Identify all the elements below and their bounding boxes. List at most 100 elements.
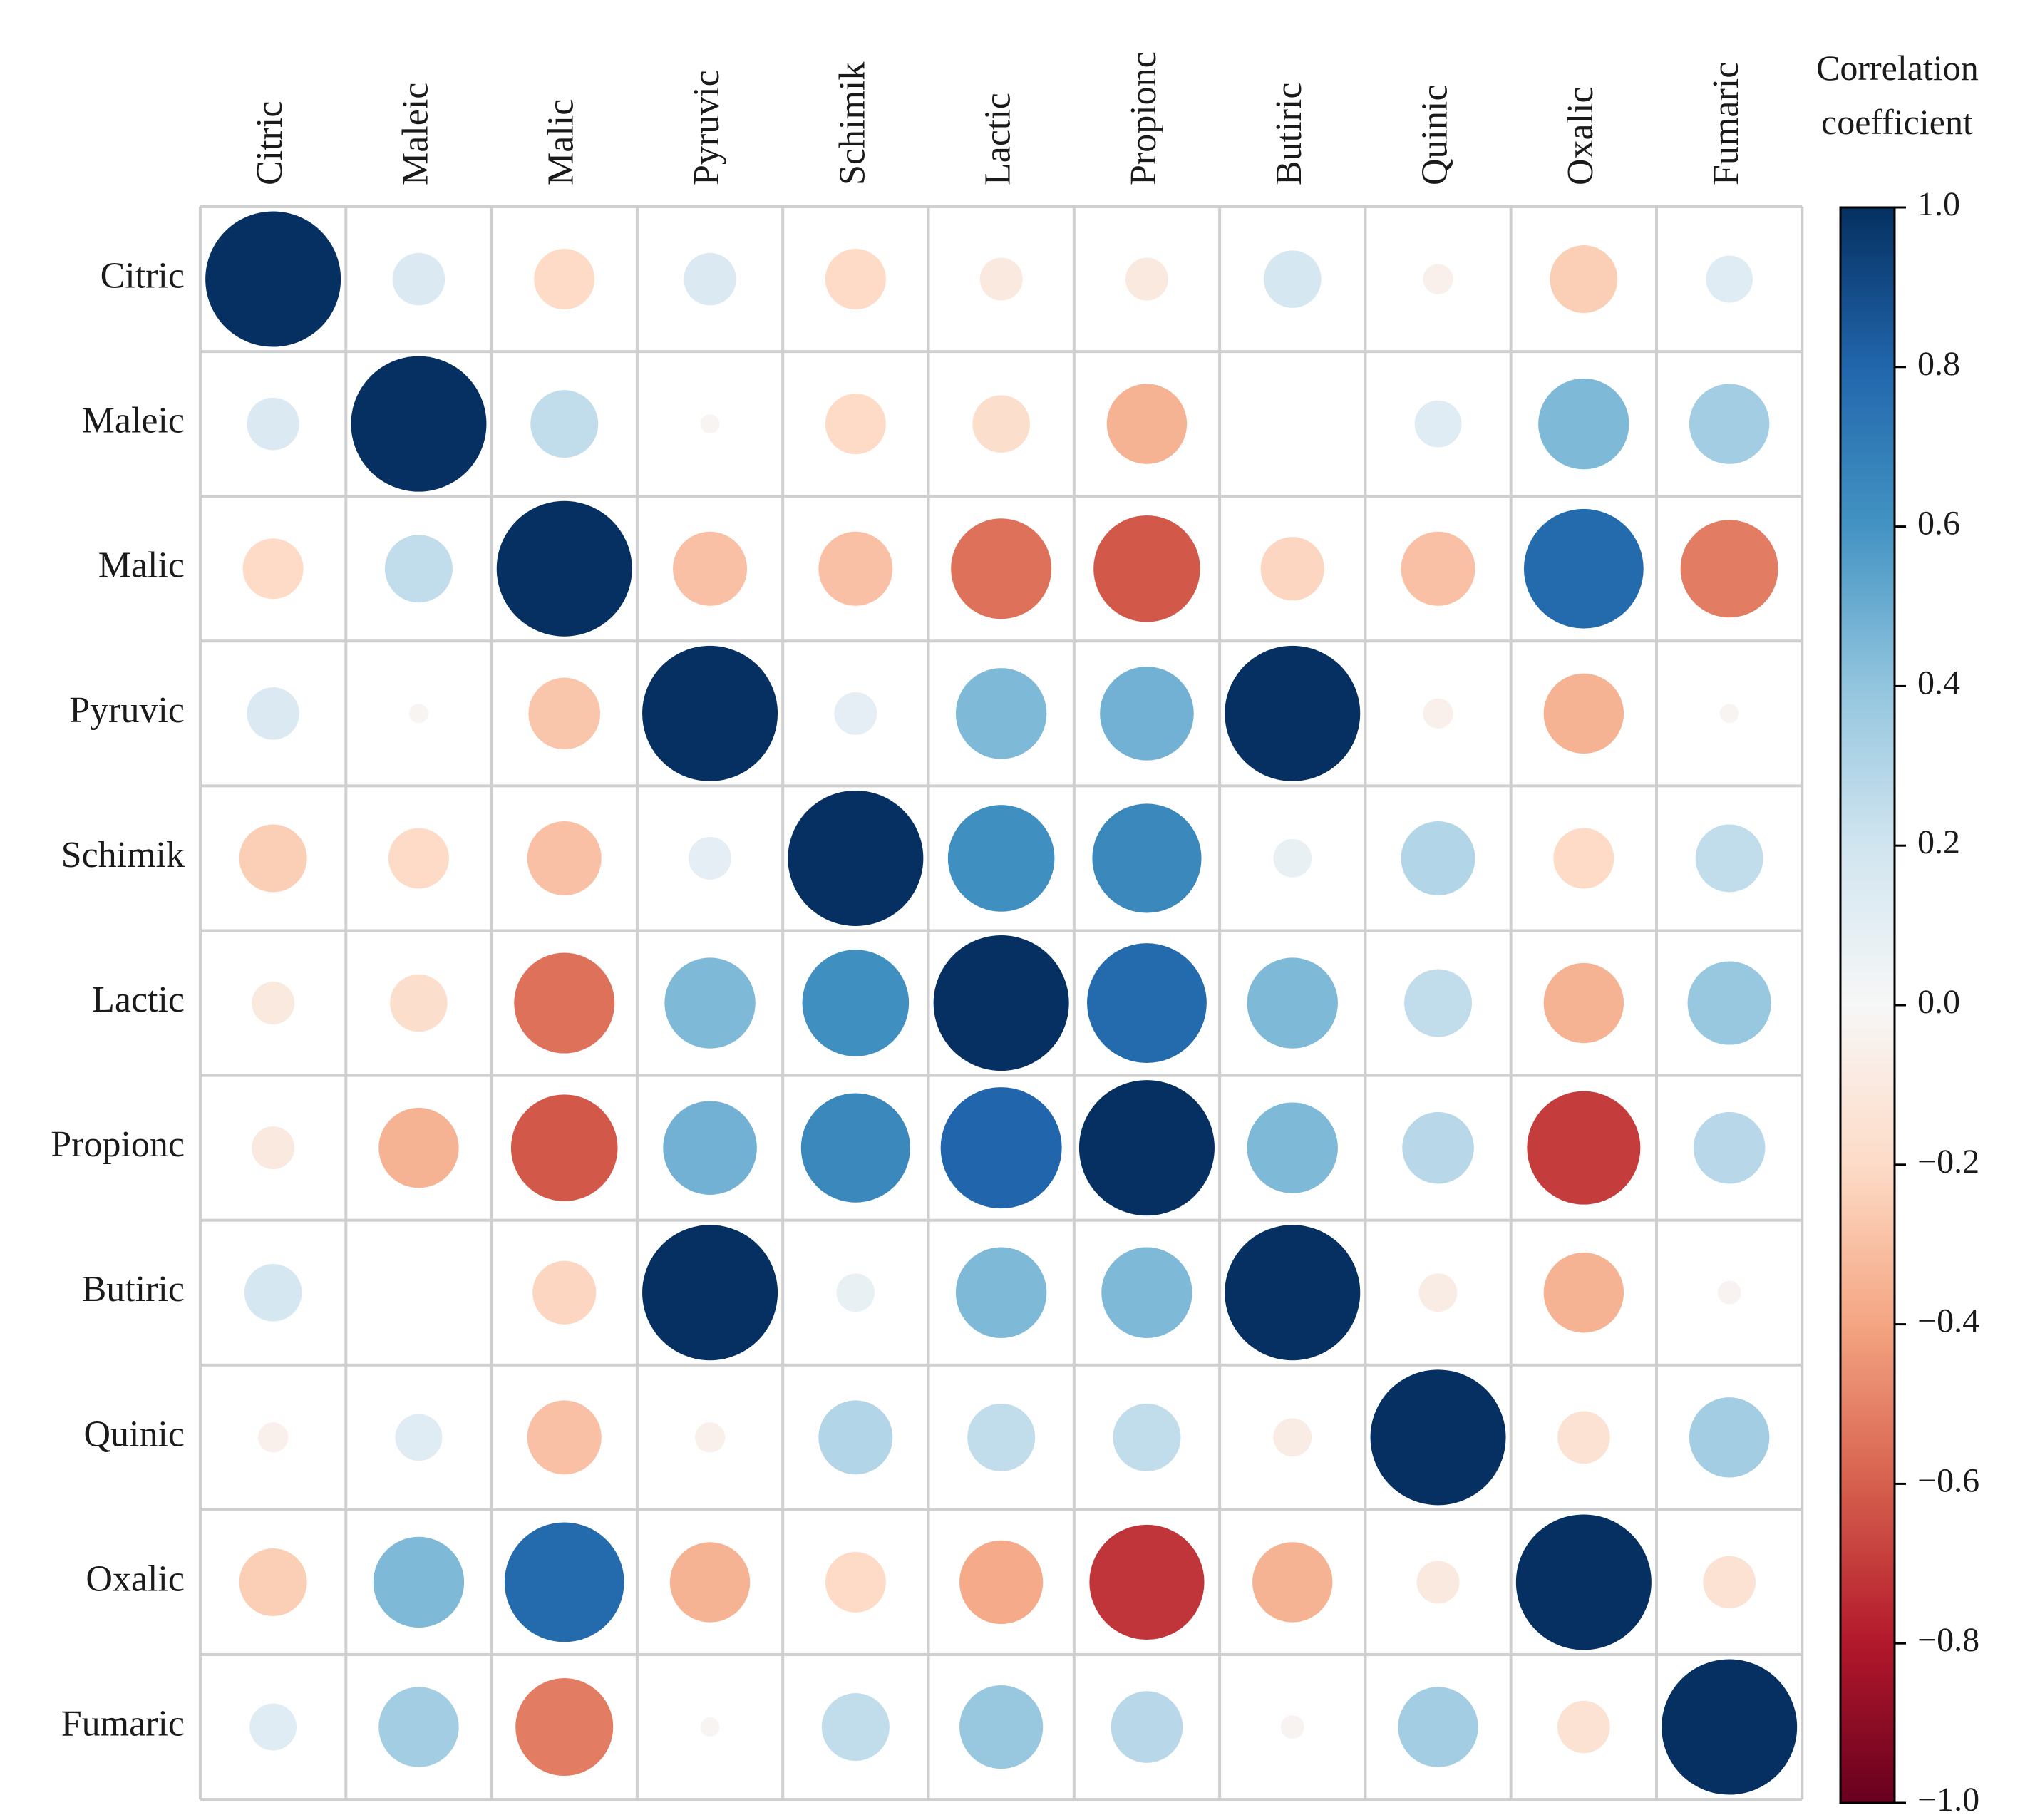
corr-circle-fumaric-quinic	[1398, 1687, 1478, 1767]
corr-circle-oxalic-quinic	[1416, 1561, 1460, 1604]
corr-circle-lactic-propionc	[1087, 943, 1207, 1063]
corr-circle-schimik-lactic	[947, 805, 1055, 912]
corr-circle-fumaric-butiric	[1280, 1715, 1304, 1739]
corr-circle-lactic-quinic	[1404, 969, 1473, 1037]
corr-circle-schimik-citric	[239, 824, 307, 893]
corr-circle-maleic-maleic	[351, 356, 487, 492]
corr-circle-maleic-propionc	[1106, 384, 1188, 464]
column-label-oxalic: Oxalic	[1560, 86, 1601, 185]
corr-circle-citric-propionc	[1125, 257, 1168, 301]
corr-circle-citric-citric	[205, 211, 341, 347]
corr-circle-pyruvic-fumaric	[1719, 704, 1739, 724]
colorbar-tick-label: −0.2	[1917, 1143, 1979, 1181]
corr-circle-oxalic-pyruvic	[669, 1542, 751, 1623]
corr-circle-pyruvic-maleic	[409, 704, 428, 724]
colorbar-tick-label: 1.0	[1917, 185, 1960, 223]
corr-circle-quinic-butiric	[1273, 1418, 1312, 1457]
column-label-lactic: Lactic	[978, 93, 1019, 185]
corr-circle-quinic-maleic	[395, 1414, 443, 1461]
corr-circle-citric-quinic	[1423, 264, 1453, 294]
corr-circle-citric-malic	[534, 249, 595, 310]
corr-circle-schimik-fumaric	[1695, 824, 1763, 893]
corr-circle-quinic-schimik	[818, 1400, 893, 1475]
corr-circle-pyruvic-schimik	[834, 692, 877, 735]
corr-circle-oxalic-fumaric	[1703, 1556, 1756, 1609]
corr-circle-oxalic-citric	[239, 1548, 307, 1616]
corr-circle-citric-fumaric	[1706, 255, 1753, 303]
corr-circle-maleic-citric	[247, 397, 299, 451]
colorbar-title-line2: coefficient	[1821, 102, 1973, 142]
colorbar-title-line1: Correlation	[1816, 48, 1979, 88]
corr-circle-citric-pyruvic	[684, 252, 736, 306]
corr-circle-maleic-pyruvic	[700, 414, 720, 434]
row-label-schimik: Schimik	[61, 835, 185, 875]
corr-circle-pyruvic-oxalic	[1543, 673, 1624, 754]
corr-circle-lactic-fumaric	[1687, 961, 1771, 1045]
corr-circle-malic-lactic	[951, 518, 1052, 619]
column-label-fumaric: Fumaric	[1706, 62, 1746, 185]
corr-circle-schimik-butiric	[1273, 839, 1312, 878]
corr-circle-butiric-fumaric	[1717, 1280, 1741, 1305]
colorbar: Correlation coefficient 1.0 0.8 0.6 0.4 0.2 0…	[1816, 48, 1979, 1819]
column-label-quinic: Quinic	[1414, 84, 1455, 185]
column-label-citric: Citric	[249, 101, 290, 185]
corr-circle-schimik-quinic	[1401, 821, 1475, 895]
corr-circle-maleic-schimik	[825, 394, 886, 455]
colorbar-tick-label: 0.0	[1917, 983, 1960, 1021]
corr-circle-oxalic-oxalic	[1515, 1514, 1652, 1650]
corr-circle-malic-malic	[496, 500, 632, 637]
corr-circle-malic-fumaric	[1680, 520, 1778, 618]
corr-circle-schimik-malic	[527, 821, 602, 895]
corr-circle-propionc-butiric	[1247, 1102, 1338, 1193]
corr-circle-quinic-citric	[257, 1422, 289, 1453]
corr-circle-propionc-maleic	[378, 1107, 459, 1188]
corr-circle-lactic-oxalic	[1543, 962, 1624, 1044]
corr-circle-butiric-lactic	[955, 1247, 1047, 1338]
corr-circle-oxalic-schimik	[825, 1551, 886, 1613]
corr-circle-malic-maleic	[384, 535, 453, 603]
row-label-malic: Malic	[98, 545, 185, 586]
corr-circle-quinic-pyruvic	[694, 1422, 726, 1453]
corr-circle-lactic-malic	[514, 952, 615, 1054]
row-label-butiric: Butiric	[82, 1269, 185, 1310]
colorbar-tick-label: 0.4	[1917, 664, 1960, 701]
corr-circle-propionc-propionc	[1078, 1080, 1215, 1216]
corr-circle-schimik-schimik	[788, 790, 924, 926]
row-label-maleic: Maleic	[82, 401, 185, 441]
row-label-propionc: Propionc	[51, 1124, 185, 1165]
row-label-fumaric: Fumaric	[61, 1703, 185, 1744]
corr-circle-propionc-oxalic	[1527, 1091, 1641, 1205]
corr-circle-oxalic-malic	[504, 1522, 624, 1642]
column-labels: Citric Maleic Malic Pyruvic Schimik Lactic Pro…	[249, 51, 1746, 185]
corr-circle-pyruvic-citric	[247, 687, 299, 740]
corr-circle-fumaric-propionc	[1111, 1691, 1183, 1763]
colorbar-tick-label: −0.6	[1917, 1461, 1979, 1499]
corr-circle-butiric-pyruvic	[642, 1225, 778, 1361]
row-label-quinic: Quinic	[83, 1414, 185, 1454]
corr-circle-fumaric-maleic	[378, 1687, 459, 1767]
column-label-pyruvic: Pyruvic	[686, 70, 727, 185]
corr-circle-pyruvic-malic	[528, 677, 601, 750]
corr-circle-malic-oxalic	[1523, 508, 1644, 629]
colorbar-tick-label: 0.6	[1917, 505, 1960, 543]
corr-circle-quinic-fumaric	[1689, 1397, 1770, 1478]
corr-circle-fumaric-malic	[515, 1678, 614, 1777]
corr-circle-quinic-oxalic	[1557, 1411, 1610, 1464]
colorbar-gradient	[1839, 206, 1896, 1804]
corr-circle-malic-propionc	[1093, 515, 1200, 622]
colorbar-tick-label: −0.4	[1917, 1302, 1979, 1340]
corr-circle-citric-maleic	[392, 252, 445, 306]
corr-circle-citric-lactic	[979, 257, 1023, 301]
corr-circle-schimik-pyruvic	[689, 836, 732, 880]
corr-circle-schimik-maleic	[388, 828, 449, 889]
corr-circle-maleic-quinic	[1414, 400, 1462, 448]
corr-circle-malic-butiric	[1260, 537, 1324, 601]
colorbar-tick-label: 0.8	[1917, 345, 1960, 383]
corr-circle-schimik-oxalic	[1553, 828, 1614, 889]
corr-circle-butiric-propionc	[1101, 1247, 1192, 1338]
colorbar-tick-label: 0.2	[1917, 823, 1960, 861]
row-labels: Citric Maleic Malic Pyruvic Schimik Lactic Pro…	[51, 255, 185, 1744]
column-label-propionc: Propionc	[1123, 51, 1164, 185]
row-label-citric: Citric	[101, 255, 185, 296]
